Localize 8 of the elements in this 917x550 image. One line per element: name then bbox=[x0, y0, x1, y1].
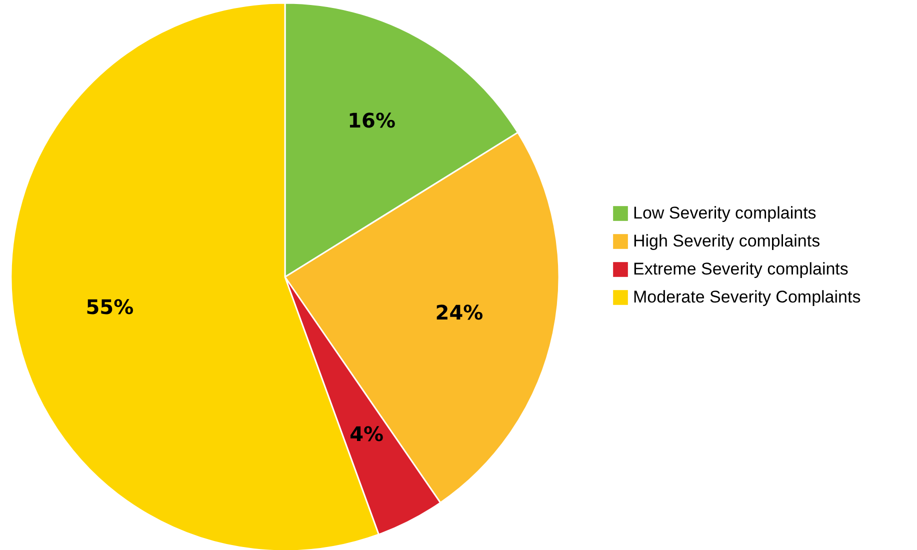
data-label: 55% bbox=[86, 294, 134, 319]
legend-label: Extreme Severity complaints bbox=[633, 260, 848, 278]
legend-label: Moderate Severity Complaints bbox=[633, 288, 861, 306]
legend-label: Low Severity complaints bbox=[633, 204, 816, 222]
legend-label: High Severity complaints bbox=[633, 232, 820, 250]
data-label: 4% bbox=[350, 422, 384, 446]
data-label: 24% bbox=[435, 300, 484, 324]
data-label: 16% bbox=[348, 108, 396, 132]
